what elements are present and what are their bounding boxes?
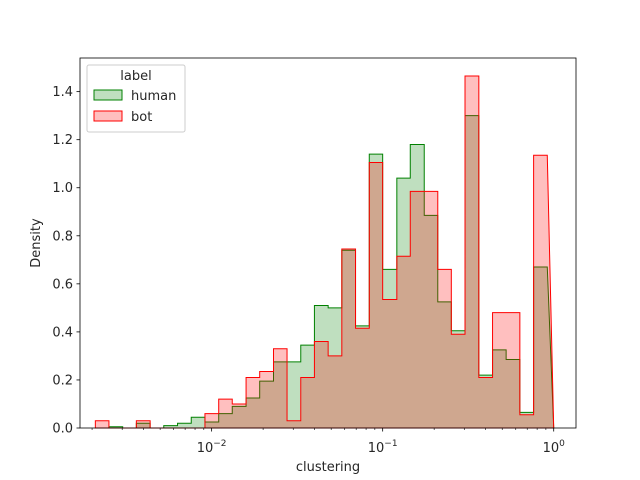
legend-title: label bbox=[120, 69, 151, 84]
y-tick-label: 0.0 bbox=[52, 422, 73, 437]
y-axis-label: Density bbox=[29, 218, 44, 268]
legend-label: human bbox=[131, 89, 176, 104]
legend-entries: human bot bbox=[93, 89, 176, 125]
y-tick-label: 1.0 bbox=[52, 181, 73, 196]
y-tick-label: 0.2 bbox=[52, 373, 73, 388]
y-tick-label: 1.4 bbox=[52, 85, 73, 100]
y-tick-label: 0.8 bbox=[52, 229, 73, 244]
legend-box bbox=[86, 64, 186, 133]
legend-entry-bot: bot bbox=[93, 110, 152, 125]
x-axis-label: clustering bbox=[296, 460, 360, 475]
y-tick-label: 1.2 bbox=[52, 133, 73, 148]
x-tick-label: 10−2 bbox=[197, 439, 227, 456]
legend-label: bot bbox=[131, 110, 152, 125]
y-tick-label: 0.4 bbox=[52, 325, 73, 340]
axes-frame bbox=[79, 57, 577, 429]
legend-swatch bbox=[93, 89, 123, 101]
y-tick-label: 0.6 bbox=[52, 277, 73, 292]
legend-entry-human: human bbox=[93, 89, 176, 104]
x-tick-label: 10−1 bbox=[368, 439, 398, 456]
y-ticks: 0.0 0.2 0.4 0.6 0.8 1.0 1.2 1.4 bbox=[52, 85, 80, 437]
x-ticks: 10−2 10−1 100 bbox=[91, 428, 566, 456]
legend: label human bot bbox=[86, 64, 186, 133]
legend-swatch bbox=[93, 110, 123, 122]
x-tick-label: 100 bbox=[543, 439, 566, 456]
